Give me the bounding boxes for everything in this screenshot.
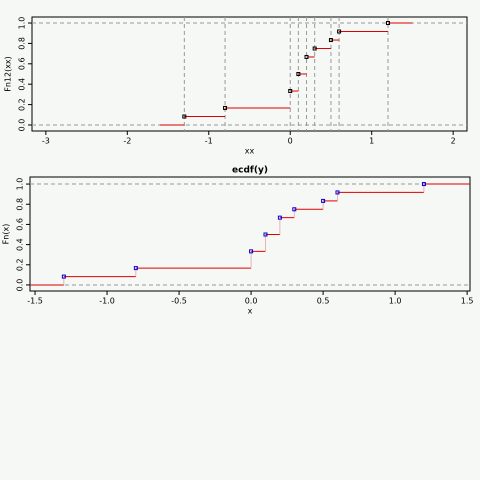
step-point (337, 29, 342, 34)
step-point (223, 105, 228, 110)
step-point (249, 249, 254, 254)
step-point (288, 89, 293, 94)
x-tick-label: 1 (369, 137, 374, 146)
chart-title: ecdf(y) (232, 166, 268, 176)
x-tick-label: 1.5 (461, 297, 474, 306)
step-point (263, 232, 268, 237)
step-point (385, 21, 390, 26)
y-tick-label: 1.0 (18, 17, 27, 30)
y-axis-label: Fn(x) (2, 224, 11, 245)
step-point (133, 266, 138, 271)
step-point (277, 215, 282, 220)
step-point (312, 46, 317, 51)
step-point (335, 190, 340, 195)
y-tick-label: 0.8 (18, 37, 27, 50)
step-point (61, 274, 66, 279)
y-tick-label: 0.6 (18, 57, 27, 70)
step-point (292, 207, 297, 212)
x-tick-label: 1.0 (389, 297, 402, 306)
y-tick-label: 0.2 (16, 258, 25, 271)
step-point (328, 38, 333, 43)
y-tick-label: 0.4 (16, 238, 25, 251)
y-tick-label: 0.2 (18, 98, 27, 111)
y-tick-label: 0.4 (18, 78, 27, 91)
x-tick-label: -1 (205, 137, 213, 146)
step-point (296, 72, 301, 76)
x-axis-label: xx (245, 147, 255, 156)
plot-frame (29, 176, 471, 292)
y-tick-label: 0.0 (18, 119, 27, 132)
y-tick-label: 0.6 (16, 218, 25, 231)
x-tick-label: -1.5 (27, 297, 43, 306)
y-tick-label: 1.0 (16, 178, 25, 191)
x-tick-label: -2 (123, 137, 131, 146)
x-tick-label: -0.5 (171, 297, 187, 306)
x-tick-label: 2 (451, 137, 456, 146)
y-axis-label: Fn12(xx) (4, 56, 13, 92)
x-tick-label: -3 (42, 137, 50, 146)
step-point (421, 182, 426, 187)
x-tick-label: 0 (288, 137, 293, 146)
step-point (321, 198, 326, 203)
x-tick-label: 0.5 (317, 297, 330, 306)
step-point (304, 54, 309, 59)
y-tick-label: 0.8 (16, 198, 25, 211)
x-tick-label: -1.0 (99, 297, 115, 306)
x-axis-label: x (248, 307, 253, 316)
y-tick-label: 0.0 (16, 279, 25, 292)
plot-frame (31, 16, 468, 132)
x-tick-label: 0.0 (245, 297, 258, 306)
step-point (182, 114, 187, 119)
